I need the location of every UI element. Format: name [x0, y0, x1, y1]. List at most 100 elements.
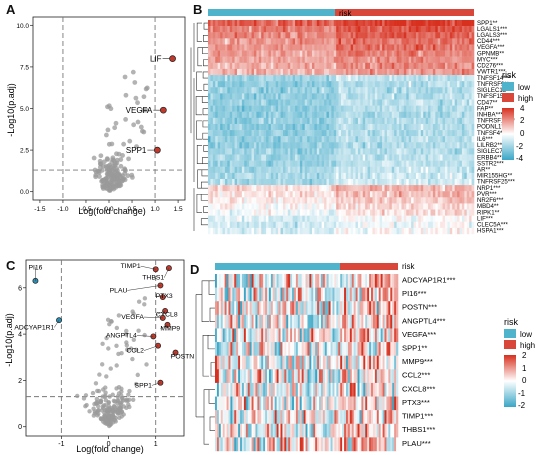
- heat-cell: [331, 227, 335, 235]
- heat-cell: [288, 287, 291, 302]
- heat-cell: [345, 197, 349, 204]
- heat-cell: [273, 221, 277, 229]
- heat-cell: [261, 111, 264, 119]
- heat-cell: [365, 136, 368, 143]
- heat-cell: [338, 287, 341, 302]
- heat-cell: [355, 117, 359, 125]
- heat-cell: [420, 142, 424, 149]
- heat-cell: [399, 166, 402, 174]
- heat-cell: [377, 68, 380, 76]
- heat-cell: [365, 62, 368, 70]
- heat-cell: [365, 203, 368, 210]
- heat-cell: [377, 130, 380, 137]
- heat-cell: [244, 130, 247, 137]
- heat-cell: [263, 105, 267, 112]
- heat-cell: [444, 123, 448, 131]
- heat-cell: [218, 274, 222, 288]
- heat-cell: [321, 197, 325, 204]
- heat-cell: [391, 123, 395, 131]
- heat-cell: [224, 185, 228, 192]
- heat-cell: [217, 56, 221, 63]
- heat-cell: [215, 111, 218, 119]
- heat-cell: [280, 38, 284, 45]
- heat-cell: [348, 123, 351, 131]
- heat-cell: [389, 185, 393, 192]
- data-point: [127, 388, 132, 394]
- heat-cell: [386, 123, 390, 131]
- heat-cell: [367, 172, 371, 180]
- heat-cell: [406, 203, 410, 210]
- heat-cell: [295, 81, 298, 88]
- heat-cell: [208, 105, 211, 112]
- heat-cell: [220, 93, 223, 100]
- heat-cell: [382, 287, 385, 302]
- heat-cell: [343, 44, 347, 51]
- heat-cell: [454, 50, 458, 57]
- heat-cell: [299, 215, 303, 222]
- heat-cell: [237, 68, 240, 76]
- heat-cell: [319, 191, 322, 198]
- data-point: [106, 399, 111, 405]
- heat-cell: [321, 38, 325, 45]
- heat-cell: [253, 221, 257, 229]
- heat-cell: [326, 274, 329, 288]
- heat-cell: [217, 99, 221, 106]
- heat-cell: [287, 123, 291, 131]
- heat-cell: [216, 314, 220, 329]
- heat-cell: [222, 221, 226, 229]
- heat-cell: [442, 123, 446, 131]
- heat-cell: [268, 274, 272, 288]
- heat-cell: [382, 105, 385, 112]
- heat-cell: [360, 185, 364, 192]
- heat-cell: [442, 93, 446, 100]
- heat-cell: [399, 197, 402, 204]
- heat-cell: [437, 32, 441, 39]
- heat-cell: [425, 215, 429, 222]
- heat-cell: [303, 328, 306, 343]
- heat-cell: [449, 44, 453, 51]
- heat-cell: [257, 314, 260, 329]
- heat-cell: [341, 221, 344, 229]
- heat-cell: [403, 221, 407, 229]
- heat-cell: [215, 75, 218, 82]
- heat-cell: [372, 62, 376, 70]
- heat-cell: [428, 172, 431, 180]
- heat-cell: [222, 136, 226, 143]
- heat-cell: [256, 191, 260, 198]
- heat-cell: [302, 32, 306, 39]
- scale-tick-4: 4: [520, 104, 525, 113]
- heat-cell: [343, 56, 347, 63]
- heat-cell: [295, 117, 298, 125]
- heat-cell: [348, 56, 351, 63]
- heat-cell: [282, 20, 286, 27]
- heat-cell: [227, 38, 231, 45]
- heat-cell: [341, 154, 344, 161]
- heat-cell: [384, 130, 388, 137]
- heat-cell: [275, 20, 279, 27]
- heat-cell: [457, 160, 460, 167]
- heat-cell: [425, 160, 429, 167]
- heat-cell: [469, 160, 472, 167]
- heat-cell: [423, 75, 426, 82]
- heat-cell: [328, 328, 331, 343]
- dendrogram-branch: [209, 416, 215, 431]
- heat-cell: [454, 56, 458, 63]
- heat-cell: [355, 328, 358, 343]
- heat-cell: [382, 328, 385, 343]
- heat-cell: [367, 191, 371, 198]
- heat-cell: [274, 342, 277, 356]
- heat-cell: [285, 227, 289, 235]
- heat-cell: [428, 203, 431, 210]
- heat-cell: [222, 328, 225, 343]
- heat-cell: [234, 209, 238, 216]
- heat-cell: [239, 99, 243, 106]
- heat-cell: [452, 44, 455, 51]
- heat-cell: [437, 99, 441, 106]
- heat-cell: [374, 44, 378, 51]
- heat-cell: [246, 142, 250, 149]
- heat-cell: [249, 68, 252, 76]
- heat-cell: [278, 130, 281, 137]
- heat-cell: [466, 178, 470, 186]
- heat-cell: [437, 148, 441, 155]
- heat-cell: [266, 75, 269, 82]
